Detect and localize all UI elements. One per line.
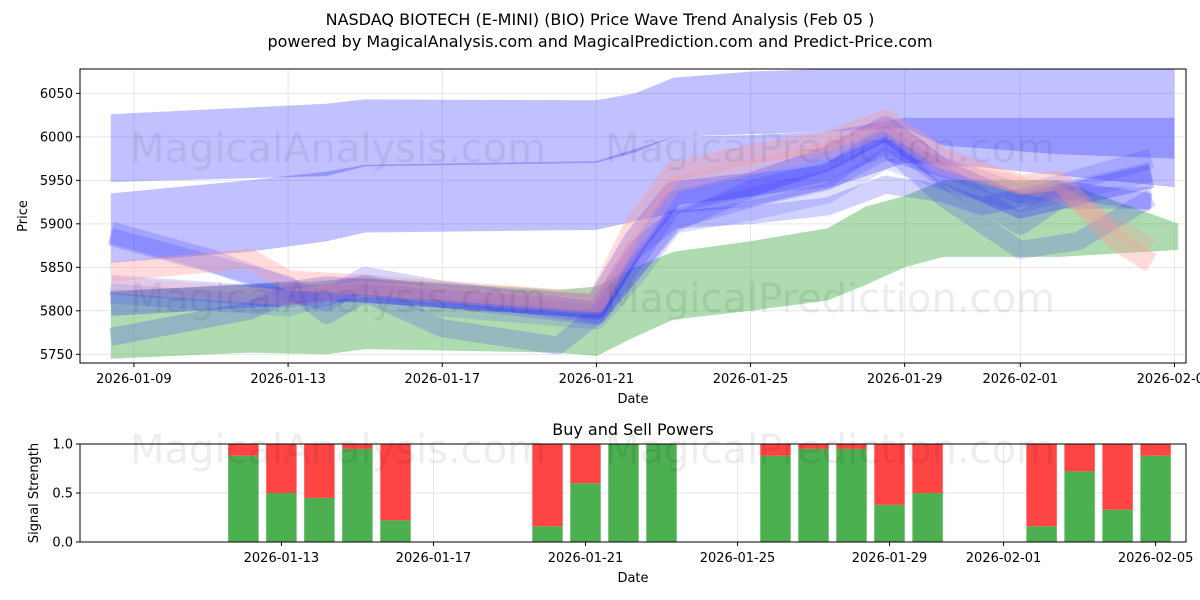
sell-power-bar <box>1026 444 1057 527</box>
price-y-tick-label: 5900 <box>40 217 73 232</box>
price-x-tick-label: 2026-01-25 <box>713 372 789 387</box>
buy-power-bar <box>228 455 259 542</box>
signal-x-tick-label: 2026-01-17 <box>396 551 472 566</box>
price-waves <box>107 109 1157 355</box>
sell-power-bar <box>266 444 297 493</box>
watermark-prediction-bottom: MagicalPrediction.com <box>605 427 1055 473</box>
price-chart: MagicalAnalysis.com MagicalPrediction.co… <box>16 68 1200 407</box>
green-trend-band <box>110 180 1179 359</box>
wave-blue-low <box>108 136 1156 355</box>
signal-chart-title: Buy and Sell Powers <box>552 420 714 439</box>
signal-bars <box>228 444 1171 542</box>
sell-power-bar <box>570 444 601 484</box>
wave-blue-2 <box>107 125 1152 324</box>
price-x-tick-label: 2026-01-13 <box>250 372 326 387</box>
price-y-tick-label: 5750 <box>40 348 73 363</box>
sell-power-bar <box>760 444 791 456</box>
buy-power-bar <box>646 444 677 542</box>
price-y-tick-label: 5800 <box>40 304 73 319</box>
chart-title: NASDAQ BIOTECH (E-MINI) (BIO) Price Wave… <box>326 10 875 29</box>
buy-power-bar <box>760 455 791 542</box>
sell-power-bar <box>798 444 829 449</box>
wave-blue-dark <box>110 116 1155 319</box>
sell-power-bar <box>874 444 905 505</box>
price-y-tick-label: 5850 <box>40 261 73 276</box>
buy-power-bar <box>532 526 563 542</box>
signal-x-tick-label: 2026-02-05 <box>1118 551 1194 566</box>
signal-y-tick-label: 1.0 <box>52 438 73 453</box>
buy-power-bar <box>1064 471 1095 542</box>
buy-power-bar <box>912 493 943 542</box>
watermark-analysis-top: MagicalAnalysis.com <box>130 126 546 172</box>
buy-power-bar <box>1026 526 1057 542</box>
price-x-tick-label: 2026-02-01 <box>983 372 1059 387</box>
sell-power-bar <box>1102 444 1133 510</box>
price-y-tick-label: 5950 <box>40 174 73 189</box>
sell-power-bar <box>342 444 373 449</box>
wave-blue-4 <box>110 148 1154 330</box>
signal-x-tick-label: 2026-01-21 <box>548 551 624 566</box>
price-plot-frame <box>79 68 1187 364</box>
price-x-tick-label: 2026-01-09 <box>96 372 172 387</box>
sell-power-bar <box>1064 444 1095 472</box>
buy-power-bar <box>304 497 335 542</box>
mid-wave-band <box>110 117 1175 263</box>
wave-pink-2 <box>110 120 1156 315</box>
price-axis-ticks: 2026-01-09 2026-01-13 2026-01-17 2026-01-21… <box>40 87 1200 387</box>
price-y-tick-label: 6050 <box>40 87 73 102</box>
signal-y-axis-label: Signal Strength <box>27 443 42 543</box>
signal-x-tick-label: 2026-01-25 <box>700 551 776 566</box>
signal-y-tick-label: 0.5 <box>52 487 73 502</box>
price-plot-area <box>80 69 1186 363</box>
price-x-axis-label: Date <box>617 392 648 407</box>
buy-power-bar <box>874 504 905 542</box>
price-y-tick-label: 6000 <box>40 130 73 145</box>
signal-x-tick-label: 2026-02-01 <box>966 551 1042 566</box>
signal-x-tick-label: 2026-01-13 <box>244 551 320 566</box>
buy-power-bar <box>266 493 297 542</box>
buy-power-bar <box>570 483 601 542</box>
price-bands <box>110 69 1179 359</box>
signal-chart: Buy and Sell Powers MagicalAnalysis.com … <box>27 420 1193 586</box>
watermark-prediction-mid: MagicalPrediction.com <box>605 276 1055 322</box>
buy-power-bar <box>608 444 639 542</box>
sell-power-bar <box>836 444 867 449</box>
price-x-tick-label: 2026-01-29 <box>867 372 943 387</box>
buy-power-bar <box>836 448 867 542</box>
price-x-tick-label: 2026-01-17 <box>404 372 480 387</box>
wave-blue-3 <box>110 139 1155 326</box>
signal-axis-ticks: 2026-01-13 2026-01-17 2026-01-21 2026-01-25… <box>52 438 1193 567</box>
chart-subtitle: powered by MagicalAnalysis.com and Magic… <box>267 32 932 51</box>
signal-x-tick-label: 2026-01-29 <box>852 551 928 566</box>
signal-x-axis-label: Date <box>617 571 648 586</box>
buy-power-bar <box>1140 455 1171 542</box>
sell-power-bar <box>380 444 411 521</box>
buy-power-bar <box>380 520 411 542</box>
sell-power-bar <box>532 444 563 527</box>
wave-pink-1 <box>109 109 1157 313</box>
wave-grey-blue <box>109 175 1153 346</box>
price-y-axis-label: Price <box>16 200 31 232</box>
buy-power-bar <box>798 448 829 542</box>
price-x-tick-label: 2026-01-21 <box>559 372 635 387</box>
sell-power-bar <box>304 444 335 498</box>
price-grid <box>80 69 1186 363</box>
sell-power-bar <box>228 444 259 456</box>
watermark-prediction-top: MagicalPrediction.com <box>605 126 1055 172</box>
sell-power-bar <box>1140 444 1171 456</box>
signal-y-tick-label: 0.0 <box>52 536 73 551</box>
buy-power-bar <box>342 448 373 542</box>
upper-wave-band <box>110 69 1175 183</box>
price-x-tick-label: 2026-02-05 <box>1137 372 1200 387</box>
sell-power-bar <box>912 444 943 493</box>
watermark-analysis-mid: MagicalAnalysis.com <box>130 276 546 322</box>
watermark-analysis-bottom: MagicalAnalysis.com <box>130 427 546 473</box>
buy-power-bar <box>1102 509 1133 542</box>
